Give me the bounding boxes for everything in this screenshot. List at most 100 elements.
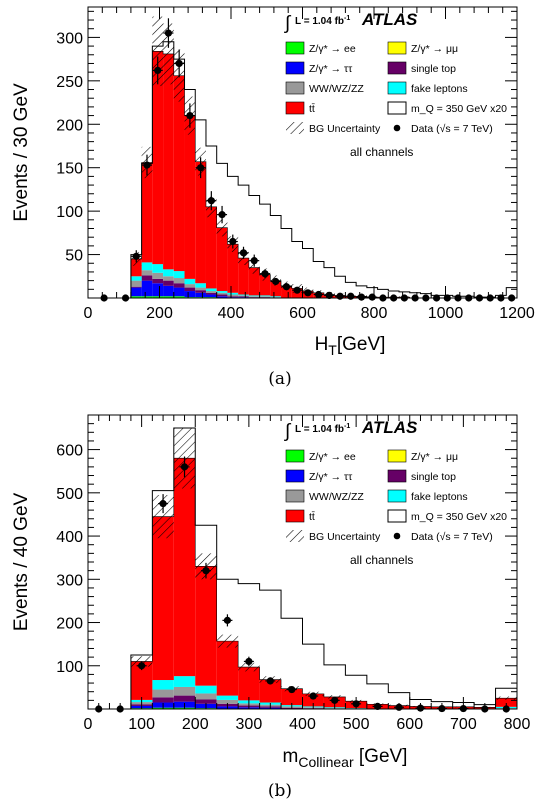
legend-swatch — [285, 81, 305, 95]
bar — [238, 667, 260, 701]
bar — [130, 280, 142, 287]
legend-item: tt̄ — [285, 101, 315, 115]
bar — [130, 296, 142, 298]
x-tick-label: 0 — [84, 716, 93, 733]
bar — [195, 290, 206, 293]
luminosity-value: L = 1.04 fb — [295, 16, 344, 27]
legend-item: fake leptons — [387, 489, 468, 503]
legend-swatch — [387, 81, 407, 95]
data-point — [207, 197, 215, 205]
data-point — [347, 292, 355, 300]
bar — [130, 258, 142, 277]
bar — [173, 287, 185, 297]
y-tick-label: 600 — [56, 443, 83, 460]
y-tick-label: 500 — [56, 486, 83, 503]
legend-item: m_Q = 350 GeV x20 — [387, 509, 507, 523]
bar — [130, 286, 142, 288]
legend-item: Z/γ* → ττ — [285, 61, 353, 75]
legend-item: single top — [387, 61, 456, 75]
data-point — [164, 29, 173, 37]
legend-swatch — [387, 61, 407, 75]
y-tick-label: 250 — [56, 74, 83, 91]
data-point — [331, 696, 339, 704]
bar — [173, 296, 185, 298]
bar — [216, 695, 239, 700]
legend-marker — [393, 124, 401, 132]
data-point — [293, 286, 301, 294]
bar — [270, 280, 282, 297]
legend-swatch — [387, 101, 407, 115]
legend-swatch — [285, 509, 305, 523]
x-tick-label: 300 — [236, 716, 263, 733]
legend-label: Z/γ* → ττ — [309, 471, 353, 483]
x-title-unit: [GeV] — [337, 334, 386, 355]
legend-swatch — [387, 41, 407, 55]
bar — [205, 292, 217, 295]
legend-header: ∫ L = 1.04 fb-1 ATLAS — [284, 418, 418, 442]
legend-label: Z/γ* → ee — [309, 451, 356, 463]
bar — [302, 693, 324, 707]
bar — [216, 699, 239, 704]
legend-swatch — [387, 489, 407, 503]
legend-swatch — [285, 41, 305, 55]
legend: Z/γ* → ee Z/γ* → μμ Z/γ* → ττ single top WW/… — [285, 41, 507, 135]
bar — [216, 227, 228, 292]
bar — [195, 161, 206, 284]
legend-header: ∫ L = 1.04 fb-1 ATLAS — [284, 10, 418, 34]
bar — [152, 264, 164, 273]
y-axis: 100 200 300 400 500 600 — [56, 414, 517, 710]
bar — [259, 679, 282, 703]
bar — [248, 296, 260, 298]
bar — [163, 276, 174, 281]
data-point — [180, 463, 189, 471]
series-4 — [130, 262, 282, 298]
legend-item: single top — [387, 469, 456, 483]
bar — [173, 458, 196, 677]
bar — [216, 292, 228, 295]
bar — [248, 295, 260, 297]
data-point — [357, 293, 366, 301]
integral-sign: ∫ — [284, 421, 292, 442]
legend-swatch — [286, 530, 304, 542]
x-tick-label: 1000 — [428, 305, 464, 322]
data-point — [261, 270, 269, 278]
legend-item: WW/WZ/ZZ — [285, 81, 364, 95]
bar — [495, 698, 517, 707]
series-5 — [130, 458, 517, 709]
bar — [163, 280, 174, 286]
bar — [216, 641, 239, 696]
legend-item: Z/γ* → ee — [285, 449, 356, 463]
bar — [216, 294, 228, 297]
channels-label: all channels — [350, 145, 413, 159]
luminosity-value: L = 1.04 fb — [295, 424, 344, 435]
y-tick-label: 100 — [56, 204, 83, 221]
bar — [152, 697, 174, 703]
legend-label: fake leptons — [411, 83, 468, 95]
legend: Z/γ* → ee Z/γ* → μμ Z/γ* → ττ single top WW/… — [285, 449, 507, 543]
data-point — [304, 289, 312, 297]
bar — [130, 276, 142, 281]
bar — [238, 295, 249, 297]
data-point — [245, 657, 253, 666]
legend-label: single top — [411, 63, 456, 75]
y-tick-label: 200 — [56, 616, 83, 633]
data-point — [282, 283, 291, 291]
legend-item: BG Uncertainty — [286, 122, 381, 135]
data-point — [186, 111, 194, 120]
legend-label: Z/γ* → μμ — [411, 43, 458, 55]
bar — [130, 287, 142, 297]
legend-label: BG Uncertainty — [309, 123, 381, 135]
bar — [259, 295, 271, 297]
x-tick-label: 0 — [84, 305, 93, 322]
bar — [227, 292, 239, 295]
bar — [141, 296, 153, 298]
legend-item: Z/γ* → μμ — [387, 41, 458, 55]
bar — [152, 680, 174, 690]
x-tick-label: 1200 — [499, 305, 535, 322]
legend-swatch — [285, 101, 305, 115]
y-axis: 50 100 150 200 250 300 — [56, 10, 517, 299]
series-5 — [130, 51, 410, 298]
legend-item: Z/γ* → μμ — [387, 449, 458, 463]
x-axis-title: HT[GeV] — [315, 334, 386, 358]
bar — [152, 516, 174, 681]
